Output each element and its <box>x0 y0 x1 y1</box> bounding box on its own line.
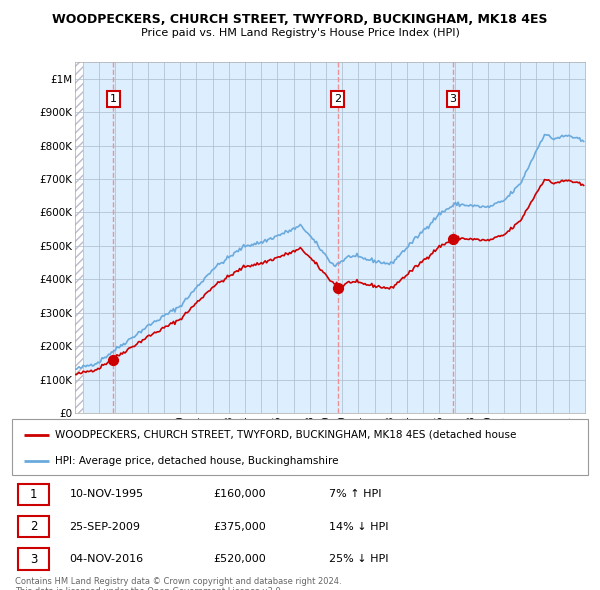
Point <box>109 355 118 364</box>
Text: 1: 1 <box>30 487 37 501</box>
Text: 25-SEP-2009: 25-SEP-2009 <box>70 522 140 532</box>
Text: 3: 3 <box>449 94 457 104</box>
Text: 04-NOV-2016: 04-NOV-2016 <box>70 554 144 564</box>
Text: 10-NOV-1995: 10-NOV-1995 <box>70 489 144 499</box>
Text: Contains HM Land Registry data © Crown copyright and database right 2024.
This d: Contains HM Land Registry data © Crown c… <box>15 577 341 590</box>
Text: 14% ↓ HPI: 14% ↓ HPI <box>329 522 388 532</box>
Text: Price paid vs. HM Land Registry's House Price Index (HPI): Price paid vs. HM Land Registry's House … <box>140 28 460 38</box>
Point <box>448 234 458 244</box>
Text: WOODPECKERS, CHURCH STREET, TWYFORD, BUCKINGHAM, MK18 4ES (detached house: WOODPECKERS, CHURCH STREET, TWYFORD, BUC… <box>55 430 517 440</box>
Text: £520,000: £520,000 <box>214 554 266 564</box>
Text: 2: 2 <box>334 94 341 104</box>
Text: WOODPECKERS, CHURCH STREET, TWYFORD, BUCKINGHAM, MK18 4ES: WOODPECKERS, CHURCH STREET, TWYFORD, BUC… <box>52 13 548 26</box>
FancyBboxPatch shape <box>18 549 49 569</box>
Text: 2: 2 <box>30 520 37 533</box>
Text: 7% ↑ HPI: 7% ↑ HPI <box>329 489 382 499</box>
Point <box>333 283 343 293</box>
FancyBboxPatch shape <box>18 516 49 537</box>
Text: 1: 1 <box>110 94 117 104</box>
Text: HPI: Average price, detached house, Buckinghamshire: HPI: Average price, detached house, Buck… <box>55 456 338 466</box>
FancyBboxPatch shape <box>12 419 588 475</box>
FancyBboxPatch shape <box>18 484 49 504</box>
Text: £375,000: £375,000 <box>214 522 266 532</box>
Text: 25% ↓ HPI: 25% ↓ HPI <box>329 554 388 564</box>
Text: 3: 3 <box>30 552 37 566</box>
Text: £160,000: £160,000 <box>214 489 266 499</box>
